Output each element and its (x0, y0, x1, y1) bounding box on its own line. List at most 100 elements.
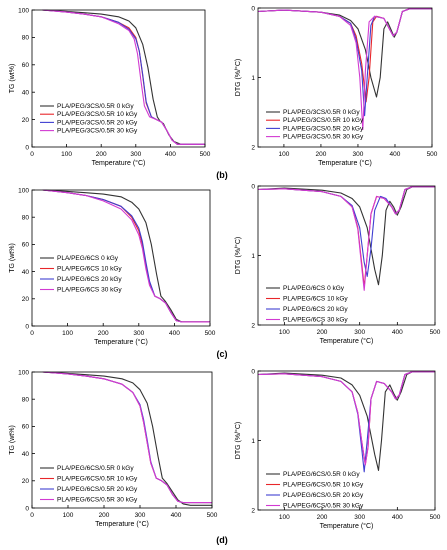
x-tick-label: 0 (30, 151, 34, 158)
x-tick-label: 500 (430, 329, 441, 336)
series-line-1 (42, 371, 212, 504)
series-line-2 (257, 8, 432, 117)
legend-label: PLA/PEG/6CS/0.5R 20 kGy (57, 486, 138, 493)
panel-label: (d) (216, 535, 228, 545)
panel-label: (c) (217, 349, 228, 359)
x-tick-label: 300 (133, 330, 144, 337)
legend-label: PLA/PEG/6CS 30 kGy (57, 287, 122, 294)
series-line-2 (42, 371, 212, 504)
series-line-3 (257, 8, 432, 131)
series-line-1 (257, 371, 435, 466)
y-tick-label: 40 (22, 90, 30, 97)
y-tick-label: 0 (251, 368, 255, 375)
legend-label: PLA/PEG/3CS/0.5R 20 kGy (283, 125, 364, 132)
x-tick-label: 300 (353, 151, 364, 158)
y-tick-label: 20 (22, 296, 30, 303)
y-tick-label: 0 (251, 183, 255, 190)
x-tick-label: 400 (392, 329, 403, 336)
y-tick-label: 2 (251, 322, 255, 329)
series-line-3 (42, 9, 205, 145)
y-axis-label: DTG (%/°C) (234, 422, 242, 459)
x-tick-label: 500 (427, 151, 438, 158)
legend-label: PLA/PEG/6CS/0.5R 0 kGy (57, 465, 134, 472)
series-line-2 (257, 186, 435, 277)
x-tick-label: 400 (171, 512, 182, 519)
x-tick-label: 200 (317, 514, 328, 521)
x-tick-label: 300 (135, 512, 146, 519)
y-axis-label: TG (wt%) (9, 64, 16, 94)
x-tick-label: 0 (30, 330, 34, 337)
x-tick-label: 100 (278, 151, 289, 158)
legend-label: PLA/PEG/6CS 20 kGy (283, 306, 348, 313)
x-tick-label: 400 (169, 330, 180, 337)
y-tick-label: 80 (22, 397, 30, 404)
x-axis-label: Temperature (°C) (95, 520, 149, 528)
legend-label: PLA/PEG/6CS 30 kGy (283, 317, 348, 324)
x-tick-label: 200 (96, 151, 107, 158)
x-axis-label: Temperature (°C) (94, 338, 148, 346)
legend-label: PLA/PEG/3CS/0.5R 0 kGy (283, 109, 360, 116)
y-axis-label: TG (wt%) (9, 425, 16, 455)
y-tick-label: 40 (22, 269, 30, 276)
y-tick-label: 80 (22, 35, 30, 42)
y-axis-label: DTG (%/°C) (234, 237, 242, 274)
legend-label: PLA/PEG/3CS/0.5R 30 kGy (283, 134, 364, 141)
legend-label: PLA/PEG/6CS/0.5R 30 kGy (283, 503, 364, 510)
x-axis-label: Temperature (°C) (320, 337, 374, 345)
panel-label: (b) (216, 170, 228, 180)
y-tick-label: 20 (22, 117, 30, 124)
chart-1: 100 200 300 400 500 0 1 2 Temperature (°C) DTG (%… (234, 5, 438, 167)
legend-label: PLA/PEG/3CS/0.5R 10 kGy (57, 111, 138, 118)
x-tick-label: 500 (430, 514, 441, 521)
x-axis-label: Temperature (°C) (318, 159, 372, 167)
y-tick-label: 60 (22, 242, 30, 249)
plot-frame (257, 185, 436, 326)
x-tick-label: 100 (62, 330, 73, 337)
chart-4: 0 100 200 300 400 500 0 20 40 60 80 100 Temperature … (9, 369, 218, 528)
plot-frame (31, 371, 213, 509)
x-tick-label: 100 (279, 329, 290, 336)
series-line-3 (42, 371, 212, 504)
y-tick-label: 60 (22, 62, 30, 69)
y-axis-label: TG (wt%) (9, 243, 16, 273)
series-line-1 (257, 8, 432, 103)
x-tick-label: 200 (99, 512, 110, 519)
y-axis-label: DTG (%/°C) (234, 59, 242, 96)
y-tick-label: 1 (251, 438, 255, 445)
y-tick-label: 0 (25, 323, 29, 330)
y-tick-label: 80 (22, 215, 30, 222)
y-tick-label: 2 (251, 144, 255, 151)
x-tick-label: 300 (354, 514, 365, 521)
x-tick-label: 100 (61, 151, 72, 158)
x-tick-label: 200 (317, 329, 328, 336)
legend-label: PLA/PEG/6CS/0.5R 10 kGy (57, 476, 138, 483)
x-tick-label: 500 (207, 512, 218, 519)
legend-label: PLA/PEG/6CS 10 kGy (283, 296, 348, 303)
chart-0: 0 100 200 300 400 500 0 20 40 60 80 100 Temperature … (9, 7, 211, 167)
x-tick-label: 500 (200, 151, 211, 158)
y-tick-label: 2 (251, 507, 255, 514)
y-tick-label: 100 (18, 7, 29, 14)
x-tick-label: 300 (130, 151, 141, 158)
series-line-3 (257, 371, 435, 466)
y-tick-label: 40 (22, 451, 30, 458)
legend-label: PLA/PEG/3CS/0.5R 30 kGy (57, 128, 138, 135)
x-tick-label: 200 (316, 151, 327, 158)
plot-frame (257, 370, 436, 511)
y-tick-label: 0 (251, 5, 255, 12)
legend-label: PLA/PEG/6CS 0 kGy (57, 255, 119, 262)
series-line-0 (42, 189, 210, 323)
series-line-3 (42, 189, 210, 323)
chart-5: 100 200 300 400 500 0 1 2 Temperature (°C) DTG (%… (234, 368, 441, 530)
legend-label: PLA/PEG/3CS/0.5R 20 kGy (57, 119, 138, 126)
x-tick-label: 400 (392, 514, 403, 521)
x-axis-label: Temperature (°C) (92, 159, 146, 167)
legend-label: PLA/PEG/3CS/0.5R 0 kGy (57, 103, 134, 110)
x-tick-label: 300 (354, 329, 365, 336)
plot-frame (31, 9, 206, 148)
series-line-0 (257, 8, 432, 98)
legend-label: PLA/PEG/6CS/0.5R 0 kGy (283, 471, 360, 478)
legend-label: PLA/PEG/6CS 20 kGy (57, 276, 122, 283)
legend-label: PLA/PEG/3CS/0.5R 10 kGy (283, 117, 364, 124)
